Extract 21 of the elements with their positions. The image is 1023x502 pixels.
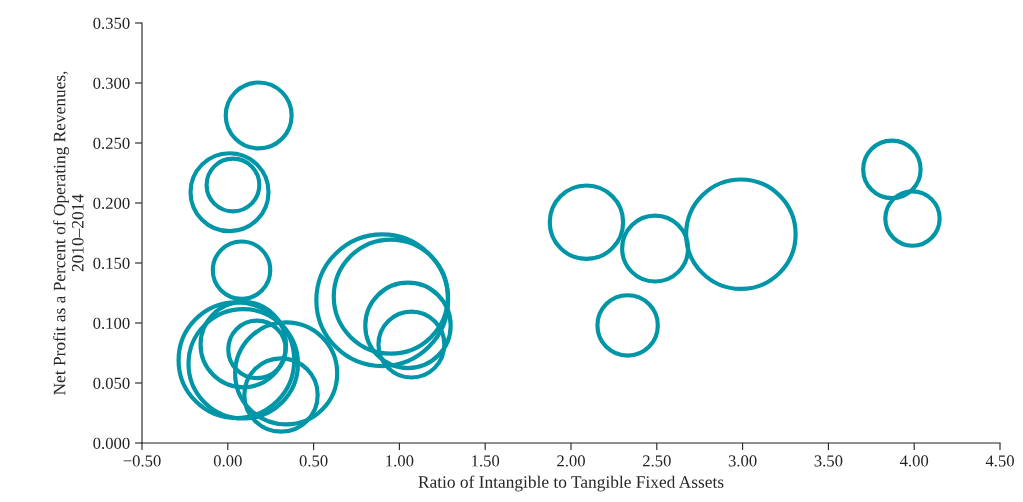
x-tick-label: 4.50 <box>985 455 1014 467</box>
x-tick-label: 0.00 <box>213 455 242 467</box>
y-tick-label: 0.200 <box>93 197 130 210</box>
x-tick-label: 2.50 <box>642 455 671 467</box>
y-axis-title: Net Profit as a Percent of Operating Revenues, 2010–2014 <box>53 71 84 395</box>
y-tick-label: 0.150 <box>93 257 130 270</box>
y-tick-label: 0.250 <box>93 137 130 150</box>
y-tick-label: 0.350 <box>93 17 130 30</box>
x-tick-label: −0.50 <box>123 455 161 467</box>
x-tick-label: 1.50 <box>472 455 500 467</box>
y-tick-label: 0.000 <box>93 437 130 450</box>
y-tick-label: 0.300 <box>93 77 130 90</box>
x-tick-label: 2.00 <box>557 455 585 467</box>
y-tick-label: 0.100 <box>93 317 130 330</box>
x-tick-label: 3.00 <box>728 455 757 467</box>
y-tick-label: 0.050 <box>93 377 130 390</box>
x-tick-label: 3.50 <box>814 455 843 467</box>
x-tick-label: 4.00 <box>899 455 929 467</box>
x-tick-label: 1.00 <box>386 455 414 467</box>
x-axis-title: Ratio of Intangible to Tangible Fixed Assets <box>418 475 724 492</box>
x-tick-label: 0.50 <box>299 455 328 467</box>
